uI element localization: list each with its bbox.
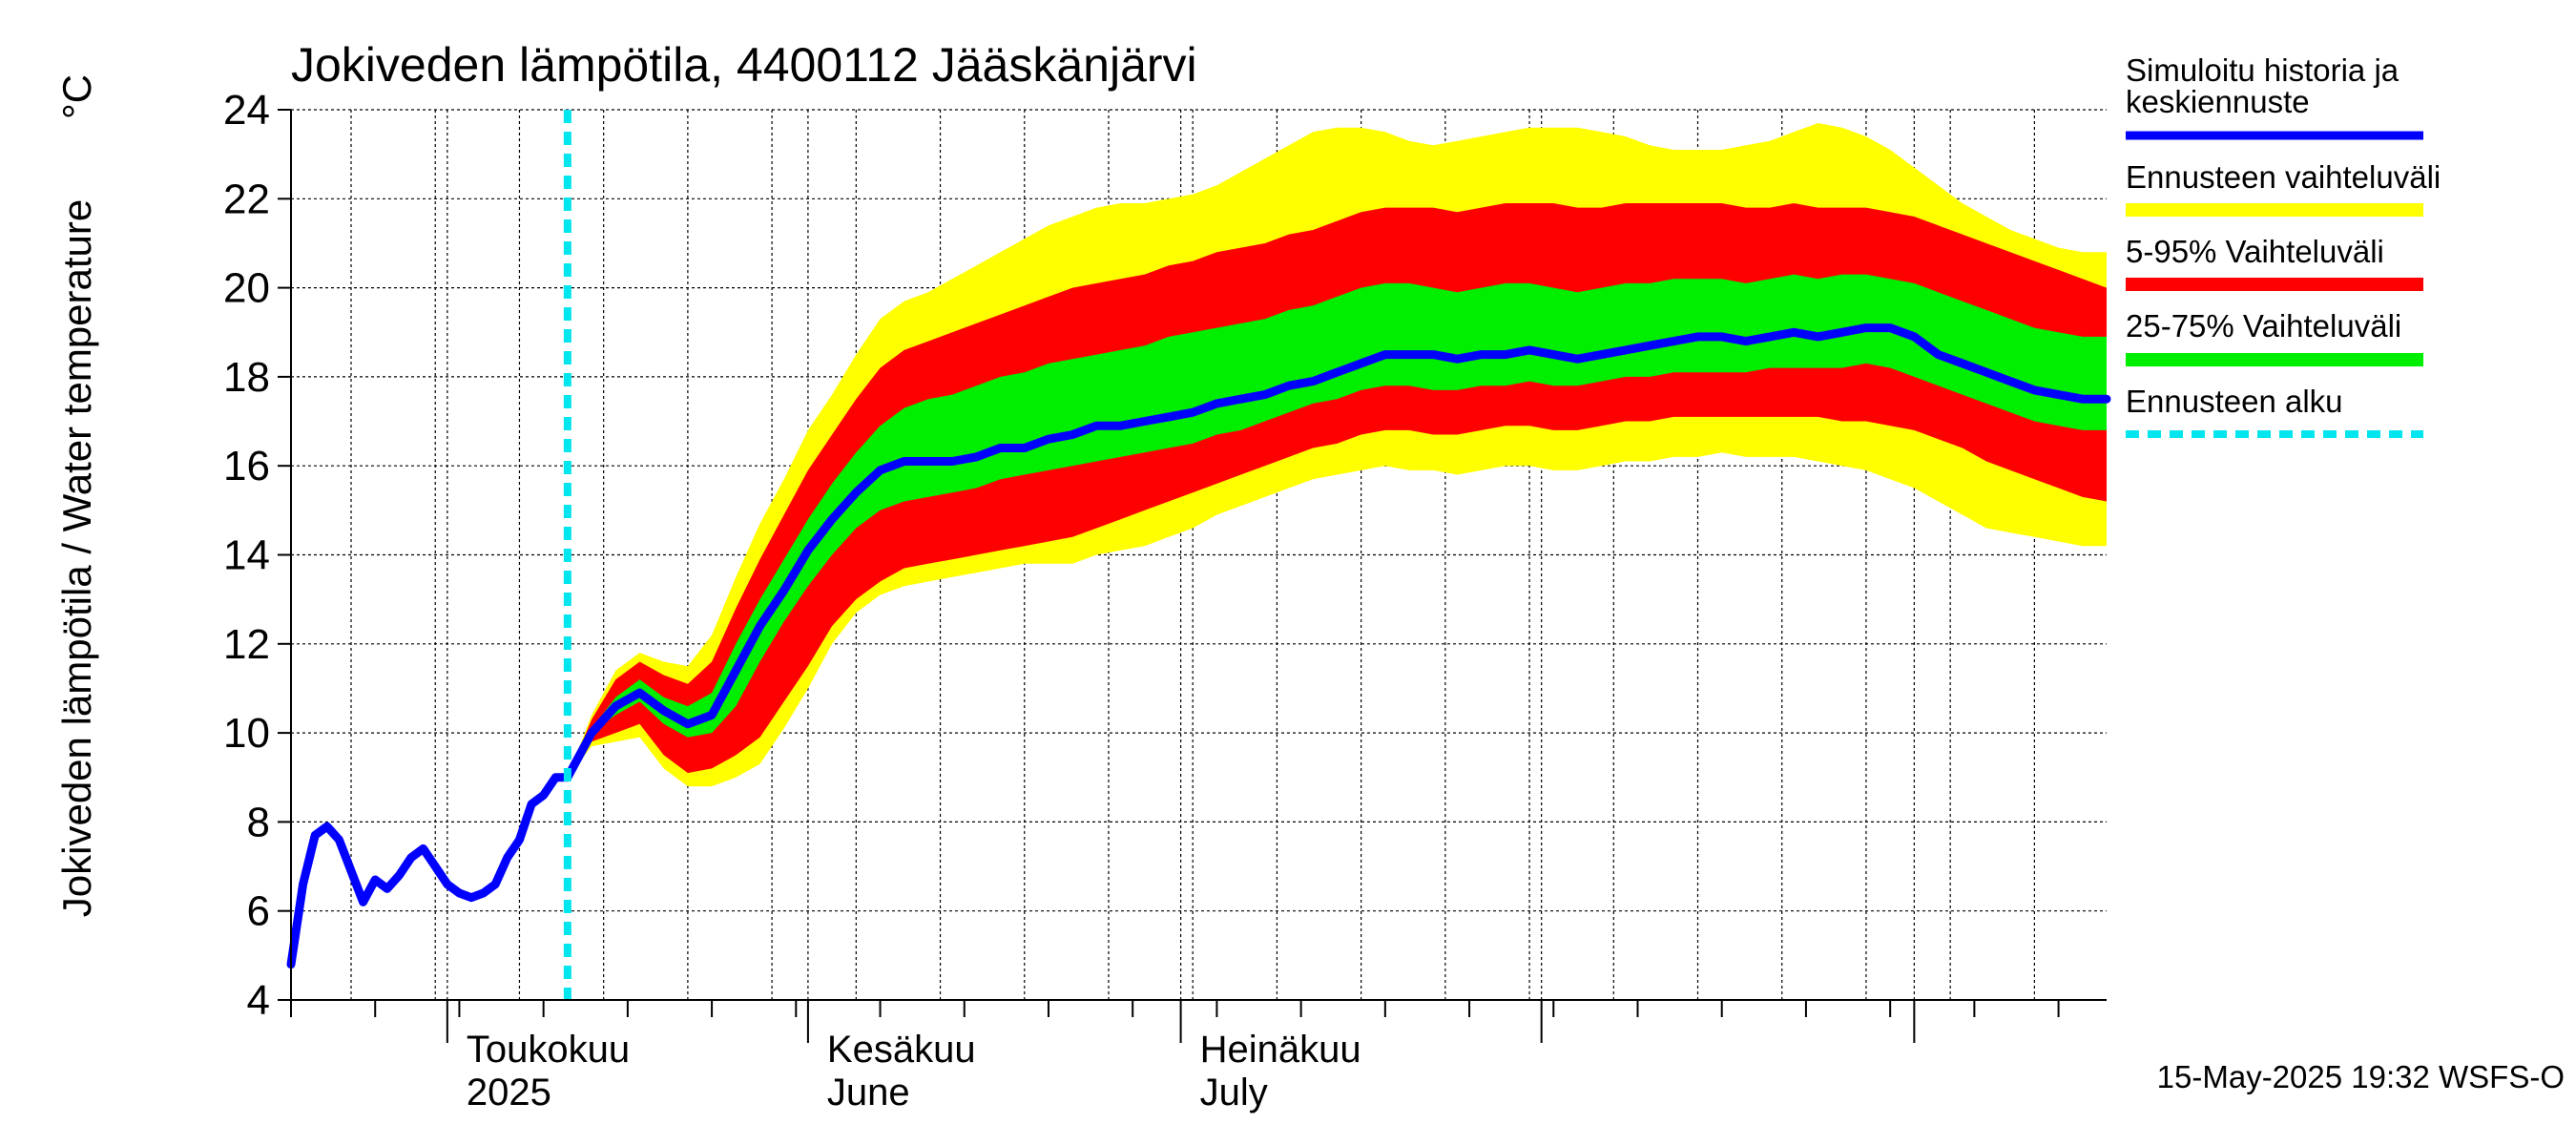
y-tick-label: 10 — [223, 710, 270, 757]
y-tick-label: 6 — [247, 888, 270, 935]
legend-label-minmax: Ennusteen vaihteluväli — [2126, 159, 2441, 195]
y-tick-label: 16 — [223, 443, 270, 489]
y-tick-label: 18 — [223, 354, 270, 401]
y-tick-label: 12 — [223, 621, 270, 668]
x-month-sublabel: June — [827, 1072, 910, 1114]
x-month-label: Toukokuu — [467, 1029, 630, 1071]
footer-timestamp: 15-May-2025 19:32 WSFS-O — [2157, 1059, 2565, 1094]
y-tick-label: 22 — [223, 176, 270, 222]
legend-label-p5_95: 5-95% Vaihteluväli — [2126, 234, 2384, 269]
legend-label-start: Ennusteen alku — [2126, 384, 2343, 419]
legend-label-history: Simuloitu historia ja — [2126, 52, 2399, 88]
y-tick-label: 4 — [247, 977, 270, 1024]
y-tick-label: 20 — [223, 265, 270, 312]
legend-label-history: keskiennuste — [2126, 84, 2310, 119]
y-axis-unit: °C — [54, 74, 99, 119]
y-tick-label: 14 — [223, 532, 270, 579]
x-month-sublabel: July — [1200, 1072, 1268, 1114]
y-axis-label: Jokiveden lämpötila / Water temperature — [54, 199, 99, 917]
x-month-label: Heinäkuu — [1200, 1029, 1361, 1071]
legend-label-p25_75: 25-75% Vaihteluväli — [2126, 308, 2401, 344]
y-tick-label: 8 — [247, 799, 270, 845]
band-25-75-percentile — [567, 274, 2107, 778]
chart-title: Jokiveden lämpötila, 4400112 Jääskänjärv… — [291, 38, 1197, 92]
x-month-label: Kesäkuu — [827, 1029, 976, 1071]
plot-area: 4681012141618202224Toukokuu2025KesäkuuJu… — [223, 87, 2111, 1114]
y-tick-label: 24 — [223, 87, 270, 134]
series-line-history-median — [286, 323, 2111, 969]
x-month-sublabel: 2025 — [467, 1072, 551, 1114]
